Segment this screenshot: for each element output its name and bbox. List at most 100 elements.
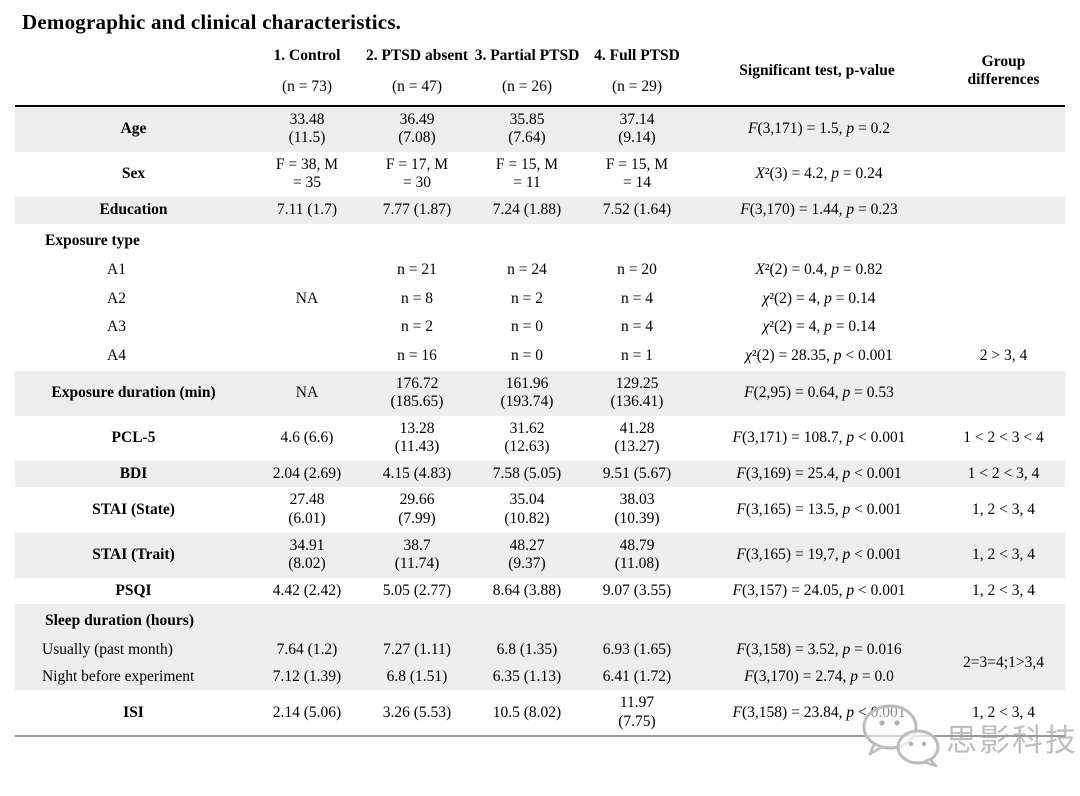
table-row: A4 n = 16 n = 0 n = 1 χ²(2) = 28.35, p < 0.0…: [15, 342, 1065, 371]
cell-c3: n = 24: [507, 261, 547, 279]
cell-c2: F = 17, M = 30: [385, 155, 449, 192]
cell-c3: 31.62 (12.63): [504, 419, 550, 456]
cell-c1: [252, 256, 362, 285]
row-label: BDI: [119, 464, 148, 482]
column-header-c1: 1. Control (n = 73): [252, 47, 362, 106]
cell-group-difference: 2 > 3, 4: [979, 346, 1028, 364]
cell-significance: F(3,171) = 108.7, p < 0.001: [732, 428, 906, 446]
cell-c2: 5.05 (2.77): [382, 581, 452, 599]
cell-c3: n = 0: [511, 318, 543, 336]
cell-c2: 7.77 (1.87): [382, 200, 452, 218]
cell-significance: F(2,95) = 0.64, p = 0.53: [744, 383, 894, 401]
cell-c1: NA: [295, 289, 319, 307]
cell-significance: F(3,158) = 23.84, p < 0.001: [732, 703, 906, 721]
table-body: Age 33.48 (11.5) 36.49 (7.08) 35.85 (7.64) 3…: [15, 105, 1065, 737]
row-label: A3: [107, 318, 126, 336]
cell-c2: 3.26 (5.53): [382, 703, 452, 721]
cell-group-difference: 1 < 2 < 3 < 4: [963, 428, 1044, 446]
cell-c1: [252, 313, 362, 342]
cell-significance: F(3,171) = 1.5, p = 0.2: [748, 119, 890, 137]
cell-c1: [252, 342, 362, 371]
cell-c2: 29.66 (7.99): [398, 491, 436, 528]
row-label: Exposure duration (min): [51, 383, 216, 401]
row-label: Usually (past month): [42, 641, 173, 659]
cell-c4: n = 1: [621, 346, 653, 364]
cell-c1: 2.04 (2.69): [272, 464, 342, 482]
column-n-count: (n = 73): [281, 78, 333, 96]
column-header-stat: Significant test, p-value: [739, 62, 895, 80]
column-header-c2: 2. PTSD absent (n = 47): [365, 47, 469, 96]
table-row: Exposure type: [15, 224, 1065, 257]
table-row: Night before experiment 7.12 (1.39) 6.8 (1…: [15, 663, 1065, 691]
cell-c2: n = 21: [397, 261, 437, 279]
cell-c1: [252, 224, 362, 257]
table-row: Sex F = 38, M = 35 F = 17, M = 30 F = 15, M…: [15, 152, 1065, 197]
cell-significance: F(3,165) = 19,7, p < 0.001: [736, 545, 902, 563]
cell-c3: 10.5 (8.02): [492, 703, 562, 721]
cell-c4: n = 20: [617, 261, 657, 279]
page-title: Demographic and clinical characteristics…: [22, 10, 402, 34]
cell-significance: F(3,157) = 24.05, p < 0.001: [732, 581, 906, 599]
row-label: Sleep duration (hours): [45, 612, 194, 630]
cell-c2: 6.8 (1.51): [386, 667, 448, 685]
cell-significance: F(3,158) = 3.52, p = 0.016: [736, 641, 902, 659]
cell-c4: 6.41 (1.72): [602, 667, 672, 685]
row-label: A4: [107, 346, 126, 364]
cell-c3: 7.58 (5.05): [492, 464, 562, 482]
cell-group-difference: [942, 152, 1065, 197]
cell-significance: F(3,169) = 25.4, p < 0.001: [736, 464, 902, 482]
cell-c1: F = 38, M = 35: [275, 155, 339, 192]
cell-group-difference: [942, 224, 1065, 257]
table-row: A1 n = 21 n = 24 n = 20 X²(2) = 0.4, p = 0.8…: [15, 256, 1065, 285]
table-row: ISI 2.14 (5.06) 3.26 (5.53) 10.5 (8.02) 11.9…: [15, 690, 1065, 736]
cell-c4: n = 4: [621, 289, 653, 307]
cell-significance: X²(3) = 4.2, p = 0.24: [755, 165, 883, 183]
cell-significance: X²(2) = 0.4, p = 0.82: [755, 261, 883, 279]
cell-c1: 7.11 (1.7): [276, 200, 338, 218]
table-row: BDI 2.04 (2.69) 4.15 (4.83) 7.58 (5.05) 9.51…: [15, 460, 1065, 488]
cell-significance: χ²(2) = 4, p = 0.14: [762, 318, 876, 336]
cell-c1: 4.42 (2.42): [272, 581, 342, 599]
cell-c1: 7.12 (1.39): [272, 667, 342, 685]
cell-c4: [582, 224, 692, 257]
row-label: Exposure type: [45, 231, 140, 249]
table-row: Exposure duration (min) NA 176.72 (185.65)…: [15, 370, 1065, 416]
cell-c3: n = 2: [511, 289, 543, 307]
cell-significance: F(3,165) = 13.5, p < 0.001: [736, 500, 902, 518]
cell-group-difference: 1, 2 < 3, 4: [972, 500, 1035, 518]
cell-c4: 48.79 (11.08): [614, 536, 660, 573]
cell-c1: 27.48 (6.01): [288, 491, 326, 528]
characteristics-table: 1. Control (n = 73) 2. PTSD absent (n = 47)…: [15, 47, 1065, 737]
cell-group-difference: [942, 256, 1065, 285]
table-row: STAI (State) 27.48 (6.01) 29.66 (7.99) 35.0…: [15, 487, 1065, 532]
cell-group-difference: 1 < 2 < 3, 4: [967, 464, 1040, 482]
cell-c3: 6.8 (1.35): [496, 641, 558, 659]
cell-c4: 7.52 (1.64): [602, 200, 672, 218]
column-n-count: (n = 29): [611, 78, 663, 96]
cell-c1: 34.91 (8.02): [288, 536, 326, 573]
cell-group-difference: 1, 2 < 3, 4: [972, 703, 1035, 721]
cell-c2: 36.49 (7.08): [398, 110, 436, 147]
table-row: STAI (Trait) 34.91 (8.02) 38.7 (11.74) 48.2…: [15, 532, 1065, 578]
cell-c3: 7.24 (1.88): [492, 200, 562, 218]
row-label: ISI: [123, 703, 144, 721]
cell-c2: n = 8: [401, 289, 433, 307]
column-header-label: [15, 47, 252, 106]
cell-c3: 6.35 (1.13): [492, 667, 562, 685]
cell-group-difference: [942, 313, 1065, 342]
cell-significance: [692, 604, 942, 637]
cell-group-difference: [942, 285, 1065, 314]
cell-c3: F = 15, M = 11: [495, 155, 559, 192]
cell-c2: 7.27 (1.11): [383, 641, 451, 659]
cell-c2: n = 2: [401, 318, 433, 336]
cell-c4: F = 15, M = 14: [605, 155, 669, 192]
cell-c3: n = 0: [511, 346, 543, 364]
cell-c1: NA: [295, 383, 319, 401]
cell-group-difference: [942, 106, 1065, 152]
cell-c2: [362, 224, 472, 257]
cell-c2: 4.15 (4.83): [382, 464, 452, 482]
cell-significance: [692, 224, 942, 257]
cell-c4: 6.93 (1.65): [602, 641, 672, 659]
table-row: A3 n = 2 n = 0 n = 4 χ²(2) = 4, p = 0.14: [15, 313, 1065, 342]
table-row: A2 NA n = 8 n = 2 n = 4 χ²(2) = 4, p = 0.14: [15, 285, 1065, 314]
